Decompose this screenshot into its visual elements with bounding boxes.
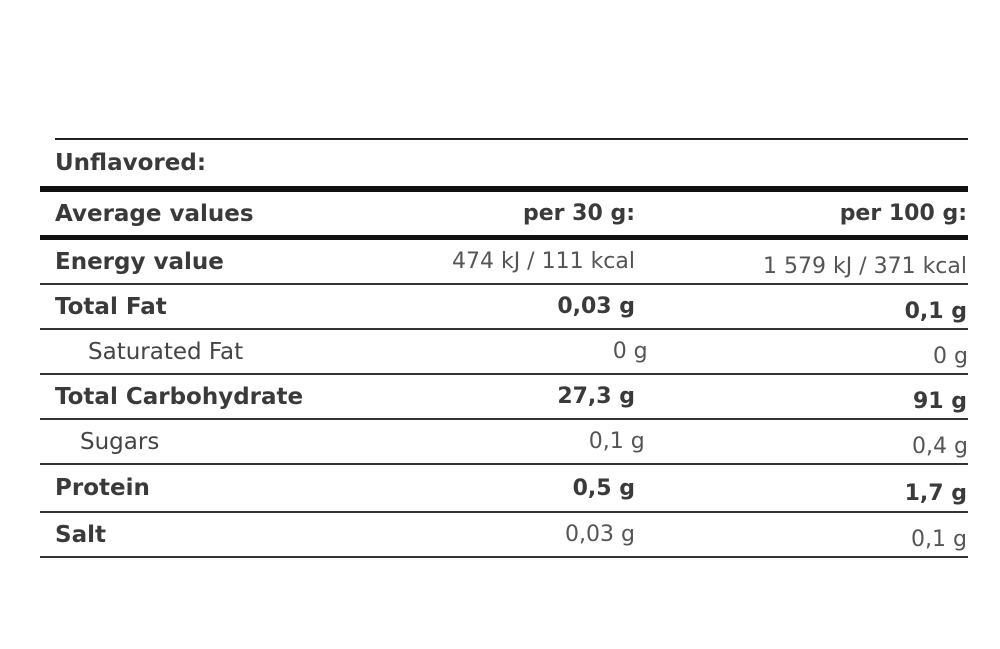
- row-per30: 474 kJ / 111 kcal: [451, 249, 635, 274]
- table-title: Unflavored:: [55, 138, 968, 186]
- row-per100: 0 g: [933, 344, 968, 369]
- table-row-sugars: Sugars 0,1 g 0,4 g: [40, 420, 968, 465]
- header-per30: per 30 g:: [523, 201, 635, 226]
- nutrition-table: Unflavored: Average values per 30 g: per…: [40, 138, 968, 558]
- row-per30: 0 g: [612, 339, 648, 364]
- row-per100: 0,1 g: [904, 299, 967, 324]
- header-per100: per 100 g:: [839, 201, 967, 226]
- row-label: Total Fat: [55, 293, 167, 320]
- header-label: Average values: [55, 200, 254, 227]
- table-row-total-fat: Total Fat 0,03 g 0,1 g: [40, 285, 968, 330]
- row-label: Saturated Fat: [88, 338, 244, 365]
- table-row-saturated-fat: Saturated Fat 0 g 0 g: [40, 330, 968, 375]
- header-row: Average values per 30 g: per 100 g:: [40, 192, 968, 240]
- row-per100: 91 g: [912, 389, 967, 414]
- row-per30: 0,03 g: [557, 294, 635, 319]
- table-row-energy: Energy value 474 kJ / 111 kcal 1 579 kJ …: [40, 240, 968, 285]
- title-divider: [40, 186, 968, 192]
- row-per100: 0,1 g: [911, 527, 967, 552]
- row-label: Protein: [55, 475, 150, 501]
- row-per100: 1,7 g: [904, 480, 967, 506]
- row-per30: 0,1 g: [588, 429, 645, 454]
- row-per30: 27,3 g: [557, 384, 635, 409]
- table-row-salt: Salt 0,03 g 0,1 g: [40, 513, 968, 558]
- row-per100: 0,4 g: [912, 434, 968, 459]
- row-label: Total Carbohydrate: [55, 383, 304, 410]
- row-per30: 0,5 g: [572, 475, 635, 501]
- table-row-protein: Protein 0,5 g 1,7 g: [40, 465, 968, 513]
- row-per100: 1 579 kJ / 371 kcal: [762, 254, 967, 279]
- row-label: Energy value: [55, 248, 224, 275]
- row-per30: 0,03 g: [565, 522, 635, 547]
- row-label: Salt: [55, 521, 106, 548]
- table-row-total-carbohydrate: Total Carbohydrate 27,3 g 91 g: [40, 375, 968, 420]
- row-label: Sugars: [80, 428, 160, 455]
